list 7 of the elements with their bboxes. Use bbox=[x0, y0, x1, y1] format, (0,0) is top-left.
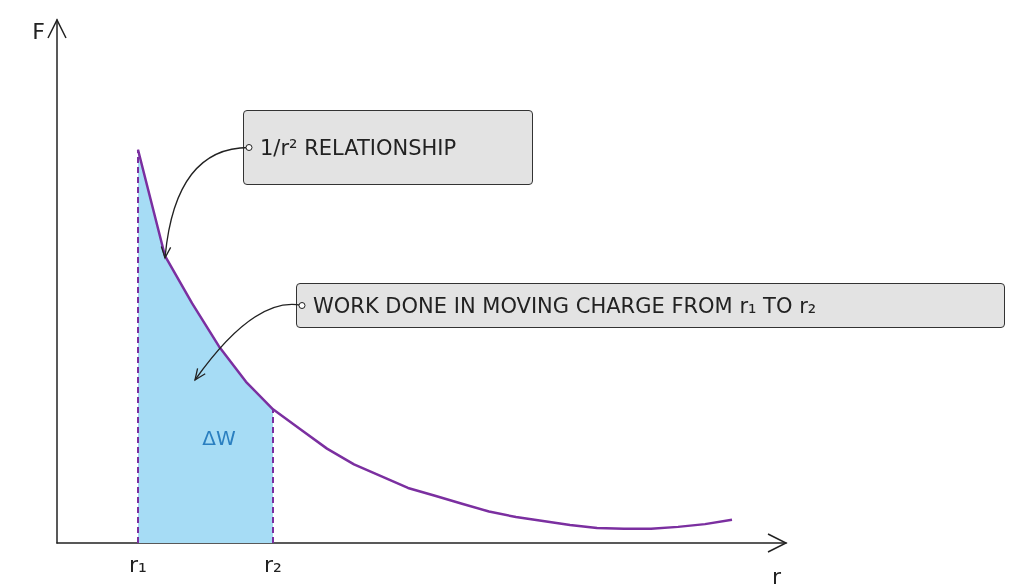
x-axis-title: r bbox=[772, 563, 782, 587]
series-label: ΔW bbox=[202, 426, 236, 450]
x-tick-label: r₁ bbox=[129, 551, 147, 577]
callout-box: WORK DONE IN MOVING CHARGE FROM r₁ TO r₂ bbox=[296, 283, 1005, 328]
x-tick-label: r₂ bbox=[264, 551, 282, 577]
callout-box: 1/r² RELATIONSHIP bbox=[243, 110, 533, 185]
y-axis-title: F bbox=[32, 18, 45, 44]
